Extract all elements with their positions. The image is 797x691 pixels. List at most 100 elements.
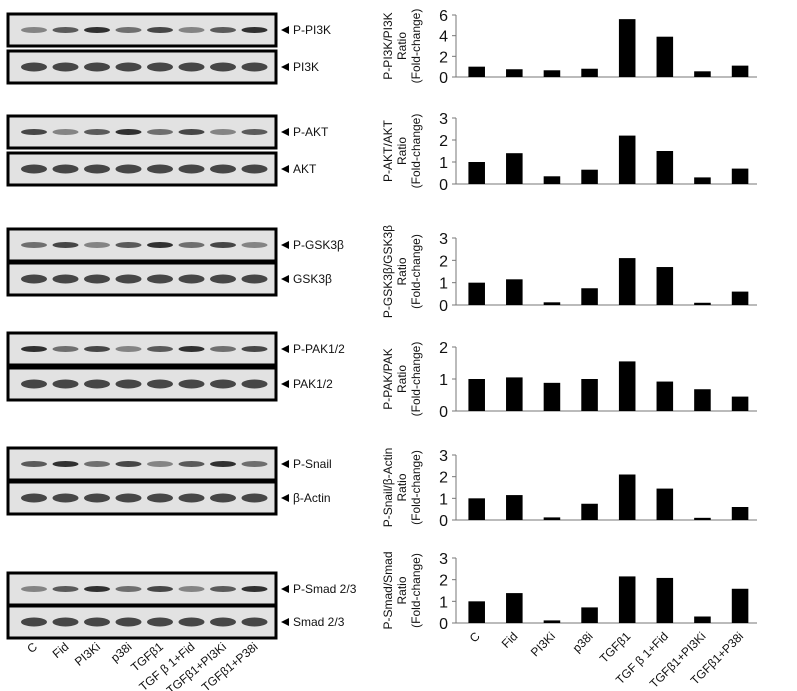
- blot-band: [147, 461, 173, 467]
- bar: [731, 396, 749, 411]
- y-tick-label: 0: [439, 298, 448, 315]
- bar: [543, 620, 561, 623]
- y-tick-label: 2: [439, 573, 448, 590]
- blot-band: [115, 379, 142, 389]
- y-axis-label: Ratio: [395, 137, 409, 165]
- bar: [656, 381, 674, 411]
- bar: [731, 507, 749, 520]
- blot-label: P-Snail: [293, 457, 332, 471]
- y-axis-label: (Fold-change): [409, 342, 423, 417]
- blot-band: [241, 346, 268, 352]
- bar: [656, 151, 674, 184]
- blot-label: PAK1/2: [293, 377, 333, 391]
- y-axis-label: Ratio: [395, 576, 409, 604]
- blot-band: [84, 461, 110, 467]
- bar: [468, 379, 485, 411]
- bar: [618, 135, 636, 184]
- blot-label: GSK3β: [293, 272, 332, 286]
- y-tick-label: 1: [439, 594, 448, 611]
- y-tick-label: 3: [439, 448, 448, 465]
- blot-band: [178, 493, 205, 503]
- y-axis-label: Ratio: [395, 365, 409, 393]
- band-arrow: [281, 128, 289, 136]
- blot-band: [178, 346, 205, 352]
- blot-band: [84, 617, 110, 627]
- band-arrow: [281, 241, 289, 249]
- blot-band: [241, 461, 268, 467]
- bar: [618, 258, 636, 305]
- blot-band: [241, 62, 268, 72]
- bar: [506, 593, 523, 623]
- bar: [694, 302, 711, 305]
- blot-band: [178, 617, 205, 627]
- blot-band: [241, 164, 268, 174]
- blot-band: [147, 62, 173, 72]
- bar: [731, 588, 749, 623]
- bar: [581, 379, 598, 411]
- band-arrow: [281, 460, 289, 468]
- y-tick-label: 3: [439, 551, 448, 568]
- bar: [543, 302, 561, 305]
- bar: [731, 168, 749, 184]
- blot-band: [21, 493, 47, 503]
- blot-band: [52, 461, 79, 467]
- blot-band: [84, 586, 110, 592]
- blot-frame: [6, 114, 278, 150]
- blot-band: [210, 493, 236, 503]
- blot-band: [147, 346, 173, 352]
- blot-band: [52, 617, 79, 627]
- blot-band: [147, 617, 173, 627]
- y-axis-label: Ratio: [395, 257, 409, 285]
- blot-band: [21, 129, 47, 135]
- band-arrow: [281, 494, 289, 502]
- lane-label: PI3Ki: [72, 640, 103, 669]
- y-axis-label: Ratio: [395, 32, 409, 60]
- bar: [581, 607, 598, 623]
- y-tick-label: 3: [439, 231, 448, 248]
- y-tick-label: 0: [439, 616, 448, 633]
- y-tick-label: 1: [439, 276, 448, 293]
- blot-band: [115, 274, 142, 284]
- blot-band: [84, 129, 110, 135]
- blot-band: [84, 62, 110, 72]
- y-tick-label: 0: [439, 177, 448, 194]
- blot-label: P-PI3K: [293, 23, 331, 37]
- blot-band: [241, 617, 268, 627]
- bar: [543, 70, 561, 77]
- y-axis-label: (Fold-change): [409, 450, 423, 525]
- x-tick-label: TGFβ1: [597, 629, 634, 666]
- bar: [694, 389, 711, 411]
- bar: [468, 498, 485, 520]
- y-axis-label: P-GSK3β/GSK3β: [381, 225, 395, 318]
- band-arrow: [281, 618, 289, 626]
- blot-band: [147, 27, 173, 33]
- blot-band: [84, 493, 110, 503]
- blot-band: [115, 617, 142, 627]
- blot-band: [52, 379, 79, 389]
- blot-band: [210, 242, 236, 248]
- blot-band: [210, 129, 236, 135]
- blot-band: [147, 164, 173, 174]
- blot-label: AKT: [293, 162, 317, 176]
- bar: [543, 517, 561, 520]
- bar: [656, 267, 674, 305]
- blot-band: [84, 379, 110, 389]
- band-arrow: [281, 26, 289, 34]
- blot-band: [84, 242, 110, 248]
- y-tick-label: 2: [439, 49, 448, 66]
- bar: [694, 517, 711, 520]
- blot-band: [241, 379, 268, 389]
- bar: [618, 474, 636, 520]
- blot-band: [52, 242, 79, 248]
- blot-band: [52, 274, 79, 284]
- band-arrow: [281, 165, 289, 173]
- blot-band: [241, 27, 268, 33]
- blot-band: [21, 164, 47, 174]
- blot-band: [210, 27, 236, 33]
- bar: [731, 65, 749, 77]
- y-axis-label: P-AKT/AKT: [381, 119, 395, 182]
- blot-label: P-PAK1/2: [293, 342, 345, 356]
- y-axis-label: P-Snail/β-Actin: [381, 448, 395, 528]
- blot-band: [241, 274, 268, 284]
- y-tick-label: 4: [439, 29, 448, 46]
